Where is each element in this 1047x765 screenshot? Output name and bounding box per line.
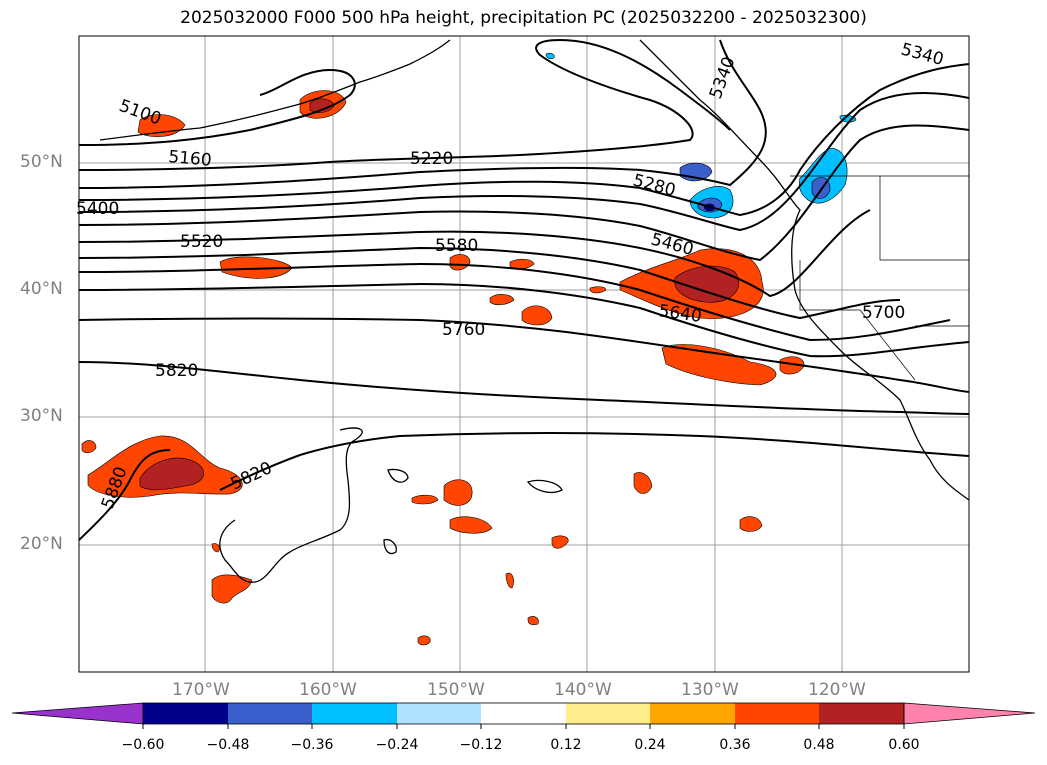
map-border — [78, 35, 970, 673]
contour-label: 5700 — [862, 303, 905, 323]
colorbar-tick-label: −0.60 — [121, 737, 165, 753]
contour-label: 5520 — [180, 232, 223, 252]
colorbar-tick-label: 0.36 — [719, 737, 751, 753]
colorbar-tick-label: 0.12 — [550, 737, 582, 753]
lat-label: 40°N — [20, 279, 63, 299]
contour-label: 5580 — [435, 236, 478, 256]
lat-label: 20°N — [20, 534, 63, 554]
contour-label: 5400 — [76, 199, 119, 219]
lon-label: 120°W — [808, 680, 866, 700]
colorbar-tick-label: −0.24 — [375, 737, 419, 753]
colorbar-tick-label: −0.48 — [206, 737, 250, 753]
contour-label: 5760 — [442, 320, 485, 340]
lat-label: 30°N — [20, 406, 63, 426]
colorbar-tick-label: −0.12 — [459, 737, 503, 753]
lon-label: 170°W — [172, 680, 230, 700]
colorbar-tick-label: 0.60 — [888, 737, 920, 753]
contour-label: 5820 — [155, 361, 198, 381]
lon-label: 150°W — [427, 680, 485, 700]
height-contours — [78, 38, 970, 541]
lon-label: 130°W — [681, 680, 739, 700]
colorbar-tick-label: 0.48 — [803, 737, 835, 753]
map-title: 2025032000 F000 500 hPa height, precipit… — [180, 8, 867, 28]
lon-label: 160°W — [299, 680, 357, 700]
precip-positive — [81, 90, 805, 646]
colorbar-tick-label: −0.36 — [290, 737, 334, 753]
lat-label: 50°N — [20, 152, 63, 172]
contour-label: 5220 — [410, 149, 453, 169]
contour-label: 5160 — [168, 147, 213, 171]
lon-label: 140°W — [554, 680, 612, 700]
colorbar-tick-label: 0.24 — [634, 737, 666, 753]
map-frame — [78, 35, 970, 673]
colorbar — [11, 702, 1036, 729]
